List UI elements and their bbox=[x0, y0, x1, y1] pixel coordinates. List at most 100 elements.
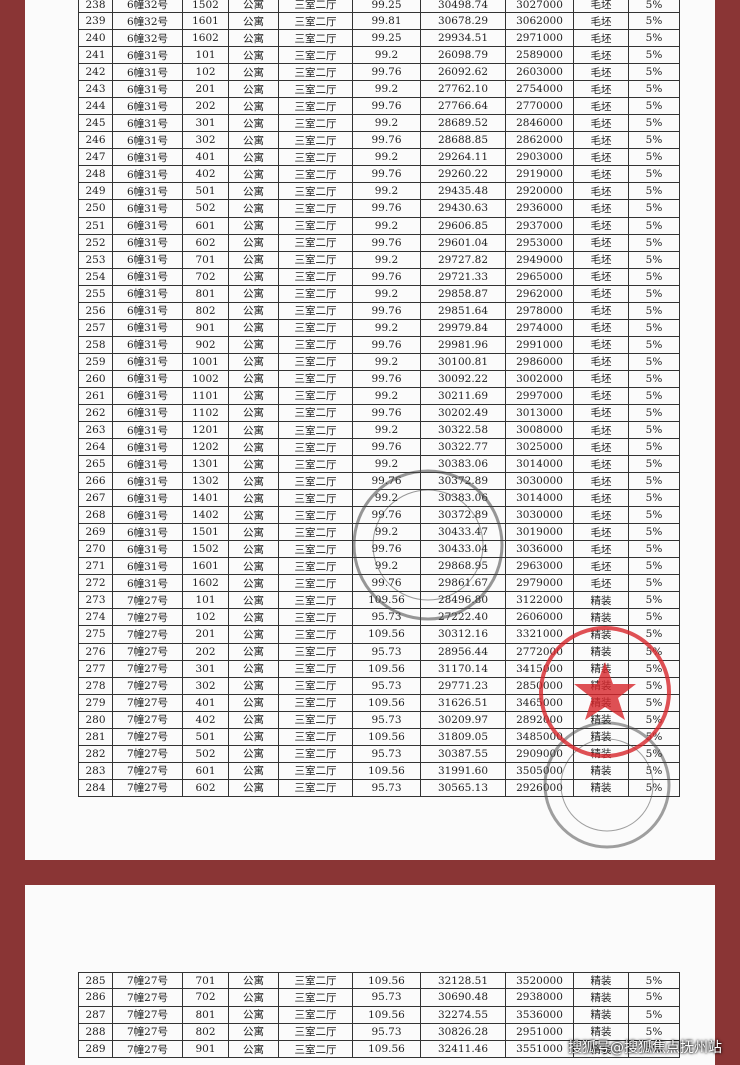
table-cell: 99.76 bbox=[352, 575, 420, 592]
table-cell: 三室二厅 bbox=[278, 762, 352, 779]
table-cell: 1502 bbox=[182, 541, 228, 558]
table-cell: 三室二厅 bbox=[278, 0, 352, 13]
table-cell: 毛坯 bbox=[573, 336, 628, 353]
table-cell: 三室二厅 bbox=[278, 251, 352, 268]
table-row: 253 6幢31号 701 公寓 三室二厅 99.2 29727.82 2949000 毛坯 5% bbox=[78, 251, 680, 269]
table-cell: 三室二厅 bbox=[278, 779, 352, 796]
table-cell: 6幢31号 bbox=[112, 439, 182, 456]
table-cell: 5% bbox=[628, 660, 680, 677]
table-cell: 280 bbox=[78, 711, 112, 728]
table-cell: 29721.33 bbox=[420, 268, 505, 285]
table-cell: 三室二厅 bbox=[278, 541, 352, 558]
table-cell: 5% bbox=[628, 575, 680, 592]
table-row: 257 6幢31号 901 公寓 三室二厅 99.2 29979.84 2974000 毛坯 5% bbox=[78, 319, 680, 337]
table-cell: 5% bbox=[628, 183, 680, 200]
table-cell: 毛坯 bbox=[573, 473, 628, 490]
table-cell: 99.76 bbox=[352, 302, 420, 319]
table-cell: 5% bbox=[628, 132, 680, 149]
table-cell: 99.76 bbox=[352, 439, 420, 456]
table-row: 287 7幢27号 801 公寓 三室二厅 109.56 32274.55 3536000 精装… bbox=[78, 1006, 680, 1024]
table-cell: 102 bbox=[182, 64, 228, 81]
table-cell: 2979000 bbox=[505, 575, 573, 592]
table-cell: 2978000 bbox=[505, 302, 573, 319]
table-cell: 三室二厅 bbox=[278, 30, 352, 47]
table-cell: 三室二厅 bbox=[278, 404, 352, 421]
table-cell: 毛坯 bbox=[573, 183, 628, 200]
table-cell: 1602 bbox=[182, 30, 228, 47]
table-cell: 26098.79 bbox=[420, 47, 505, 64]
table-cell: 1301 bbox=[182, 456, 228, 473]
table-cell: 3025000 bbox=[505, 439, 573, 456]
table-cell: 287 bbox=[78, 1006, 112, 1023]
table-cell: 95.73 bbox=[352, 745, 420, 762]
table-cell: 1102 bbox=[182, 404, 228, 421]
table-cell: 精装 bbox=[573, 711, 628, 728]
table-cell: 公寓 bbox=[228, 268, 278, 285]
table-cell: 273 bbox=[78, 592, 112, 609]
table-cell: 公寓 bbox=[228, 728, 278, 745]
table-cell: 精装 bbox=[573, 728, 628, 745]
table-cell: 6幢31号 bbox=[112, 319, 182, 336]
table-cell: 2603000 bbox=[505, 64, 573, 81]
table-cell: 7幢27号 bbox=[112, 694, 182, 711]
table-cell: 249 bbox=[78, 183, 112, 200]
table-cell: 99.76 bbox=[352, 234, 420, 251]
table-cell: 三室二厅 bbox=[278, 626, 352, 643]
table-cell: 6幢31号 bbox=[112, 115, 182, 132]
table-cell: 109.56 bbox=[352, 626, 420, 643]
table-row: 247 6幢31号 401 公寓 三室二厅 99.2 29264.11 2903000 毛坯 5% bbox=[78, 149, 680, 167]
table-cell: 毛坯 bbox=[573, 30, 628, 47]
table-cell: 5% bbox=[628, 558, 680, 575]
table-cell: 2926000 bbox=[505, 779, 573, 796]
table-cell: 99.2 bbox=[352, 490, 420, 507]
table-cell: 公寓 bbox=[228, 779, 278, 796]
table-cell: 30433.47 bbox=[420, 524, 505, 541]
table-cell: 402 bbox=[182, 711, 228, 728]
table-row: 289 7幢27号 901 公寓 三室二厅 109.56 32411.46 3551000 精装… bbox=[78, 1041, 680, 1059]
table-cell: 5% bbox=[628, 81, 680, 98]
table-cell: 99.2 bbox=[352, 387, 420, 404]
table-cell: 毛坯 bbox=[573, 217, 628, 234]
table-cell: 30826.28 bbox=[420, 1023, 505, 1040]
table-row: 246 6幢31号 302 公寓 三室二厅 99.76 28688.85 2862000 毛坯 5… bbox=[78, 132, 680, 150]
table-cell: 5% bbox=[628, 524, 680, 541]
table-cell: 三室二厅 bbox=[278, 473, 352, 490]
table-cell: 6幢31号 bbox=[112, 370, 182, 387]
table-cell: 5% bbox=[628, 336, 680, 353]
table-cell: 5% bbox=[628, 234, 680, 251]
table-cell: 毛坯 bbox=[573, 13, 628, 30]
table-cell: 99.2 bbox=[352, 285, 420, 302]
table-cell: 公寓 bbox=[228, 456, 278, 473]
table-cell: 30690.48 bbox=[420, 989, 505, 1006]
table-cell: 毛坯 bbox=[573, 319, 628, 336]
table-cell: 三室二厅 bbox=[278, 745, 352, 762]
table-cell: 27762.10 bbox=[420, 81, 505, 98]
table-cell: 3014000 bbox=[505, 490, 573, 507]
table-cell: 2997000 bbox=[505, 387, 573, 404]
table-cell: 95.73 bbox=[352, 1023, 420, 1040]
table-cell: 276 bbox=[78, 643, 112, 660]
table-cell: 毛坯 bbox=[573, 268, 628, 285]
table-cell: 30100.81 bbox=[420, 353, 505, 370]
table-cell: 101 bbox=[182, 592, 228, 609]
table-cell: 5% bbox=[628, 541, 680, 558]
table-cell: 公寓 bbox=[228, 149, 278, 166]
table-cell: 283 bbox=[78, 762, 112, 779]
table-cell: 毛坯 bbox=[573, 353, 628, 370]
table-cell: 1101 bbox=[182, 387, 228, 404]
table-cell: 三室二厅 bbox=[278, 183, 352, 200]
table-row: 254 6幢31号 702 公寓 三室二厅 99.76 29721.33 2965000 毛坯 5… bbox=[78, 268, 680, 286]
table-cell: 31626.51 bbox=[420, 694, 505, 711]
table-cell: 三室二厅 bbox=[278, 217, 352, 234]
table-cell: 三室二厅 bbox=[278, 319, 352, 336]
table-cell: 109.56 bbox=[352, 660, 420, 677]
table-cell: 95.73 bbox=[352, 677, 420, 694]
table-cell: 6幢31号 bbox=[112, 217, 182, 234]
table-cell: 7幢27号 bbox=[112, 643, 182, 660]
table-cell: 5% bbox=[628, 1023, 680, 1040]
table-cell: 30372.89 bbox=[420, 507, 505, 524]
table-cell: 精装 bbox=[573, 1006, 628, 1023]
table-cell: 6幢31号 bbox=[112, 353, 182, 370]
table-cell: 毛坯 bbox=[573, 575, 628, 592]
